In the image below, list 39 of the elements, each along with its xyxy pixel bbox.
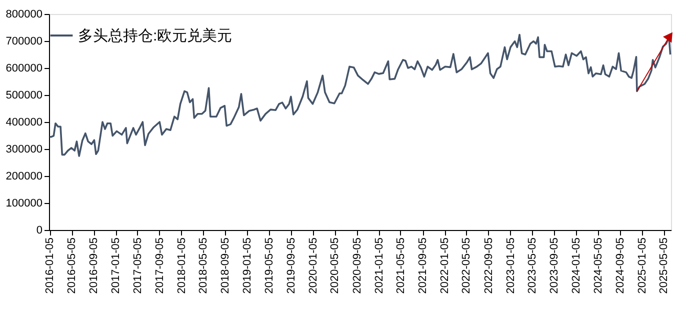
x-tick-label: 2017-05-05 bbox=[132, 238, 144, 294]
x-tick-label: 2023-09-05 bbox=[548, 238, 561, 294]
y-tick-label: 200000 bbox=[6, 170, 42, 182]
x-tick-label: 2016-09-05 bbox=[88, 238, 100, 294]
y-tick-label: 500000 bbox=[6, 90, 42, 102]
y-tick-label: 600000 bbox=[6, 62, 42, 74]
x-tick-label: 2018-05-05 bbox=[198, 238, 210, 294]
x-tick-label: 2019-01-05 bbox=[242, 238, 254, 294]
x-tick-label: 2017-09-05 bbox=[154, 238, 166, 294]
x-tick-label: 2020-05-05 bbox=[329, 238, 342, 294]
x-tick-label: 2019-05-05 bbox=[263, 238, 276, 294]
x-tick-label: 2022-09-05 bbox=[482, 238, 495, 294]
x-tick-label: 2017-01-05 bbox=[110, 238, 122, 294]
y-tick-label: 0 bbox=[36, 224, 42, 236]
x-tick-label: 2020-01-05 bbox=[307, 238, 320, 294]
x-tick-label: 2021-09-05 bbox=[417, 238, 430, 294]
y-tick-label: 400000 bbox=[6, 116, 42, 128]
x-tick-label: 2023-05-05 bbox=[526, 238, 538, 294]
x-tick-label: 2022-01-05 bbox=[439, 238, 452, 294]
x-tick-label: 2025-01-05 bbox=[636, 238, 648, 294]
x-tick-label: 2016-01-05 bbox=[44, 238, 56, 294]
x-tick-label: 2016-05-05 bbox=[66, 238, 78, 294]
y-tick-label: 300000 bbox=[6, 144, 42, 156]
x-tick-label: 2021-01-05 bbox=[373, 238, 386, 294]
x-tick-label: 2020-09-05 bbox=[351, 238, 364, 294]
x-tick-label: 2024-09-05 bbox=[614, 238, 627, 294]
x-tick-label: 2025-05-05 bbox=[658, 238, 670, 294]
x-tick-label: 2022-05-05 bbox=[460, 238, 473, 294]
x-tick-label: 2018-09-05 bbox=[220, 238, 232, 294]
x-tick-label: 2024-05-05 bbox=[592, 238, 604, 294]
y-tick-label: 700000 bbox=[6, 36, 42, 48]
y-tick-label: 800000 bbox=[6, 8, 42, 20]
x-tick-label: 2019-09-05 bbox=[285, 238, 298, 294]
x-tick-label: 2023-01-05 bbox=[504, 238, 517, 294]
x-tick-label: 2018-01-05 bbox=[176, 238, 188, 294]
y-tick-label: 100000 bbox=[6, 198, 42, 210]
x-tick-label: 2021-05-05 bbox=[394, 238, 407, 294]
legend-label: 多头总持仓:欧元兑美元 bbox=[78, 28, 232, 44]
x-tick-label: 2024-01-05 bbox=[570, 238, 583, 294]
